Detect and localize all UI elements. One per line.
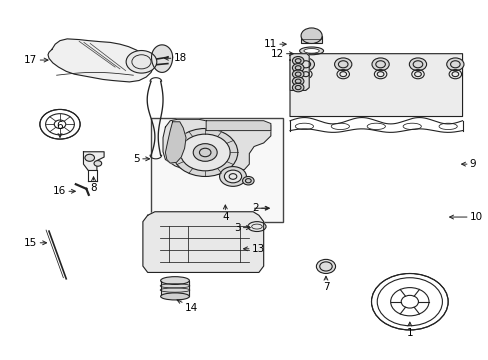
Circle shape xyxy=(180,134,230,171)
Text: 5: 5 xyxy=(133,154,140,164)
Ellipse shape xyxy=(304,49,319,53)
Circle shape xyxy=(292,83,304,92)
Text: 15: 15 xyxy=(24,238,38,248)
Polygon shape xyxy=(48,39,153,82)
Polygon shape xyxy=(206,121,270,131)
Circle shape xyxy=(126,50,157,73)
Circle shape xyxy=(40,109,80,139)
Circle shape xyxy=(85,154,94,161)
Polygon shape xyxy=(160,280,189,296)
Text: 7: 7 xyxy=(322,282,328,292)
Text: 13: 13 xyxy=(251,244,264,254)
Circle shape xyxy=(446,58,463,71)
Circle shape xyxy=(292,57,304,65)
Ellipse shape xyxy=(160,293,189,300)
Circle shape xyxy=(292,64,304,72)
Polygon shape xyxy=(289,54,462,117)
Polygon shape xyxy=(151,45,172,72)
Text: 6: 6 xyxy=(57,121,63,131)
Bar xyxy=(301,36,322,44)
Circle shape xyxy=(193,144,217,161)
Text: 14: 14 xyxy=(184,303,198,314)
Ellipse shape xyxy=(299,47,323,55)
Text: 1: 1 xyxy=(406,328,412,338)
Ellipse shape xyxy=(160,277,189,284)
Circle shape xyxy=(242,176,254,185)
Circle shape xyxy=(316,259,335,274)
Text: 17: 17 xyxy=(24,55,38,65)
Circle shape xyxy=(292,70,304,78)
Ellipse shape xyxy=(247,222,265,231)
Circle shape xyxy=(224,170,241,183)
Circle shape xyxy=(371,274,447,330)
Polygon shape xyxy=(142,212,263,273)
Text: 12: 12 xyxy=(270,49,283,59)
Text: 2: 2 xyxy=(252,203,258,213)
Text: 16: 16 xyxy=(53,186,66,196)
Circle shape xyxy=(94,161,102,166)
Circle shape xyxy=(301,28,322,44)
Circle shape xyxy=(292,77,304,85)
Circle shape xyxy=(297,58,314,71)
Text: 4: 4 xyxy=(222,212,228,222)
Circle shape xyxy=(172,129,237,176)
Circle shape xyxy=(219,167,246,186)
Circle shape xyxy=(408,58,426,71)
Polygon shape xyxy=(289,54,308,90)
Polygon shape xyxy=(165,122,185,163)
Circle shape xyxy=(371,58,388,71)
Text: 18: 18 xyxy=(173,53,186,63)
Text: 9: 9 xyxy=(469,159,475,169)
Text: 3: 3 xyxy=(234,222,240,233)
Polygon shape xyxy=(163,119,270,175)
Text: 10: 10 xyxy=(469,212,482,222)
Text: 11: 11 xyxy=(264,39,277,49)
Polygon shape xyxy=(83,152,104,171)
Text: 8: 8 xyxy=(90,183,97,193)
Bar xyxy=(151,118,282,222)
Circle shape xyxy=(334,58,351,71)
